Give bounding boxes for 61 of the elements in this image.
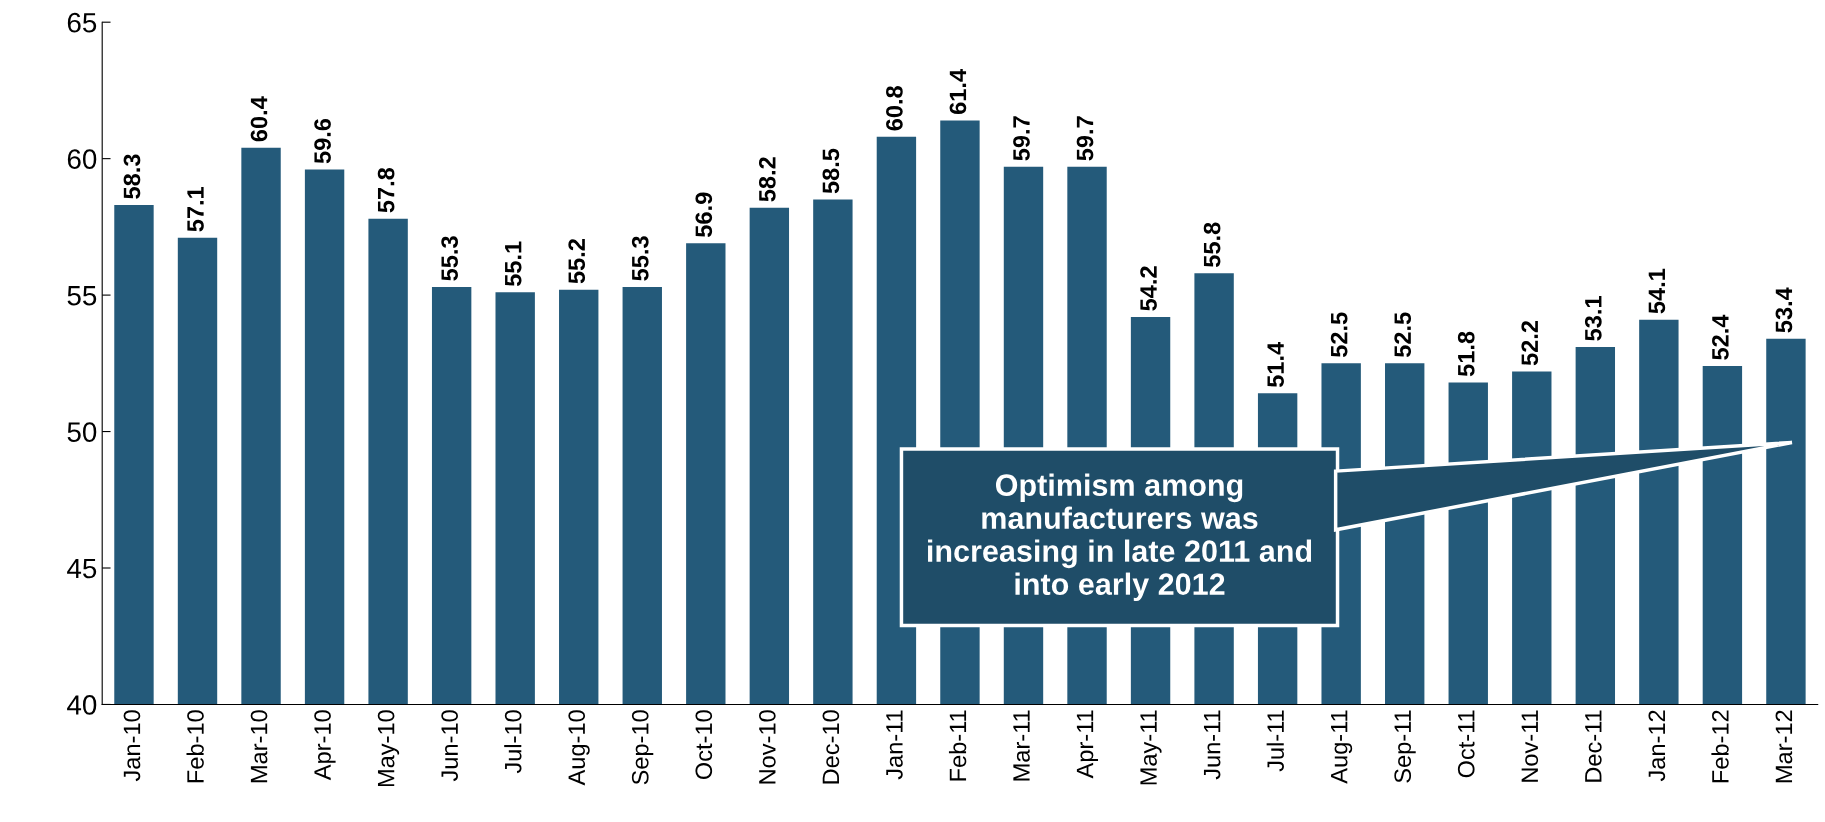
x-tick-label: Feb-12	[1711, 710, 1729, 783]
data-label: 53.1	[1584, 296, 1602, 341]
x-tick-label: Jun-10	[441, 710, 458, 782]
x-tick-label: Apr-11	[1076, 710, 1099, 779]
data-label: 57.8	[377, 167, 395, 213]
data-label: 52.4	[1712, 314, 1729, 360]
y-tick-label: 40	[67, 695, 97, 715]
data-label: 54.1	[1648, 268, 1666, 314]
y-tick-label: 60	[67, 149, 97, 169]
y-tick-label: 55	[67, 286, 97, 306]
x-tick-label: Dec-11	[1585, 710, 1602, 782]
data-label: 61.4	[949, 69, 967, 115]
data-label: 59.7	[1013, 116, 1030, 161]
x-tick-label: Feb-11	[948, 710, 967, 781]
data-label: 52.2	[1521, 320, 1539, 366]
x-tick-label: Apr-10	[314, 710, 336, 781]
x-tick-label: Aug-11	[1331, 710, 1353, 784]
annotation: Optimism among manufacturers was increasing in late 2011 and into early 2012	[928, 473, 1312, 602]
data-label: 52.5	[1330, 312, 1348, 358]
data-label: 55.3	[631, 236, 649, 281]
x-tick-label: Mar-11	[1013, 710, 1030, 781]
data-label: 55.1	[505, 241, 522, 287]
data-label: 58.3	[123, 154, 141, 199]
data-label: 53.4	[1775, 287, 1793, 333]
data-label: 55.3	[441, 236, 459, 281]
x-tick-label: Mar-10	[250, 710, 268, 783]
data-label: 55.8	[1203, 222, 1221, 267]
y-tick-label: 45	[67, 558, 97, 579]
x-tick-label: Sep-11	[1394, 710, 1416, 783]
data-label: 55.2	[568, 239, 586, 284]
data-label: 51.8	[1457, 331, 1475, 377]
x-tick-label: Jul-11	[1266, 710, 1284, 772]
x-tick-label: Feb-10	[186, 710, 204, 783]
x-tick-label: Jun-11	[1203, 710, 1221, 780]
data-label: 56.9	[695, 192, 713, 237]
data-label: 57.1	[187, 186, 204, 232]
data-label: 58.2	[758, 157, 776, 202]
data-label: 52.5	[1394, 312, 1412, 358]
x-tick-label: Oct-10	[695, 710, 713, 780]
y-tick-label: 65	[67, 12, 97, 33]
data-label: 59.6	[314, 118, 331, 164]
x-tick-label: May-10	[377, 710, 400, 787]
y-tick-label: 50	[67, 422, 97, 442]
data-label: 58.5	[822, 148, 840, 194]
data-label: 59.7	[1076, 116, 1094, 161]
x-tick-label: Jan-10	[123, 710, 141, 782]
x-tick-label: Mar-12	[1775, 710, 1793, 783]
x-tick-label: Jan-11	[886, 710, 903, 780]
x-tick-label: Sep-10	[631, 710, 654, 785]
data-label: 60.4	[250, 96, 268, 142]
x-tick-label: Oct-11	[1457, 710, 1475, 778]
data-label: 60.8	[886, 86, 903, 131]
x-tick-label: Nov-10	[758, 710, 776, 784]
data-label: 51.4	[1267, 341, 1284, 388]
x-tick-label: Nov-11	[1521, 710, 1539, 782]
x-tick-label: May-11	[1140, 710, 1162, 785]
x-tick-label: Jan-12	[1648, 710, 1666, 782]
x-tick-label: Jul-10	[504, 710, 522, 774]
x-tick-label: Dec-10	[822, 710, 840, 784]
data-label: 54.2	[1140, 266, 1157, 311]
x-tick-label: Aug-10	[568, 710, 590, 786]
